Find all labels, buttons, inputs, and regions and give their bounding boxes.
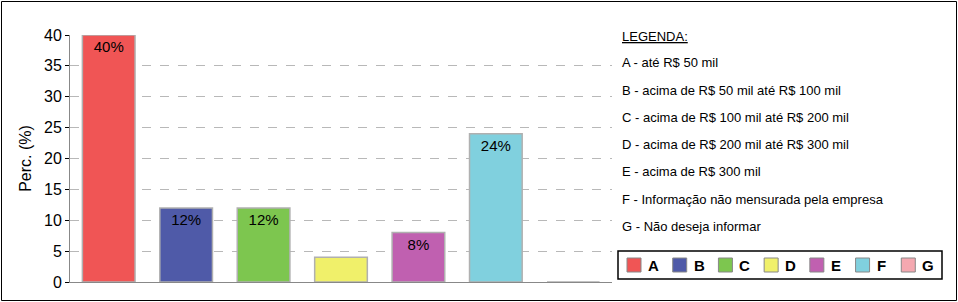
svg-text:10: 10: [44, 212, 62, 229]
svg-text:40%: 40%: [94, 38, 124, 55]
svg-text:40: 40: [44, 27, 62, 44]
svg-text:D: D: [785, 257, 796, 274]
svg-text:A - até R$ 50 mil: A - até R$ 50 mil: [622, 55, 718, 70]
svg-text:D - acima de R$ 200 mil até R$: D - acima de R$ 200 mil até R$ 300 mil: [622, 137, 849, 152]
svg-text:G - Não deseja informar: G - Não deseja informar: [622, 219, 761, 234]
svg-text:F: F: [877, 257, 886, 274]
svg-text:Perc. (%): Perc. (%): [17, 125, 34, 192]
svg-text:15: 15: [44, 181, 62, 198]
svg-text:E - acima de R$ 300 mil: E - acima de R$ 300 mil: [622, 164, 761, 179]
svg-text:12%: 12%: [171, 211, 201, 228]
svg-text:C - acima de R$ 100 mil até R$: C - acima de R$ 100 mil até R$ 200 mil: [622, 110, 849, 125]
svg-text:25: 25: [44, 119, 62, 136]
svg-text:LEGENDA:: LEGENDA:: [622, 29, 688, 44]
svg-text:C: C: [739, 257, 750, 274]
svg-text:0: 0: [53, 274, 62, 291]
svg-text:12%: 12%: [249, 211, 279, 228]
svg-text:8%: 8%: [408, 236, 430, 253]
svg-text:20: 20: [44, 150, 62, 167]
svg-text:F - Informação não mensurada p: F - Informação não mensurada pela empres…: [622, 192, 884, 207]
svg-text:B: B: [694, 257, 705, 274]
svg-text:30: 30: [44, 88, 62, 105]
svg-text:G: G: [922, 257, 934, 274]
svg-text:E: E: [831, 257, 841, 274]
svg-text:B - acima de R$ 50 mil até R$: B - acima de R$ 50 mil até R$ 100 mil: [622, 83, 841, 98]
svg-text:24%: 24%: [481, 137, 511, 154]
svg-text:35: 35: [44, 57, 62, 74]
svg-text:5: 5: [53, 243, 62, 260]
svg-text:A: A: [648, 257, 659, 274]
